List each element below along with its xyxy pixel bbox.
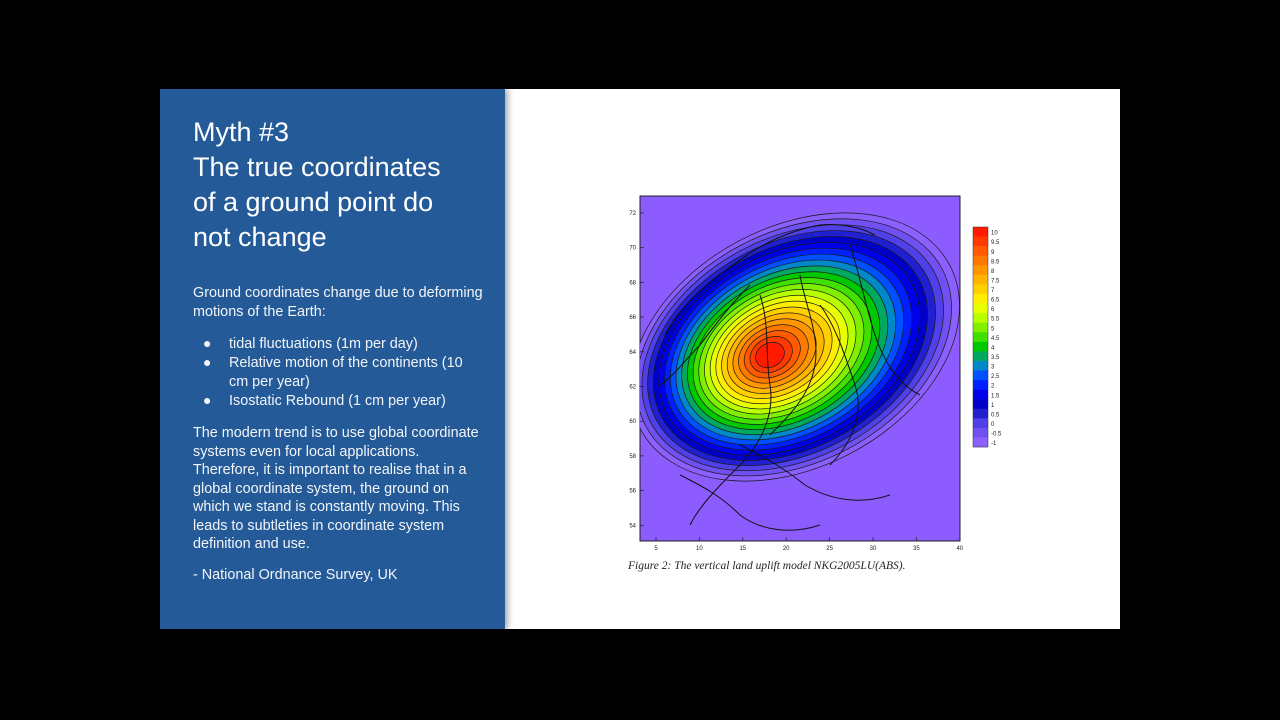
bullet-item: ● tidal fluctuations (1m per day) <box>193 335 483 354</box>
colorbar-swatch <box>973 227 988 237</box>
y-tick-label: 56 <box>629 489 636 495</box>
y-tick-label: 58 <box>629 454 636 460</box>
colorbar-label: 7.5 <box>991 278 1000 284</box>
bullet-icon: ● <box>203 335 212 351</box>
uplift-contours <box>640 212 960 482</box>
colorbar-label: 9 <box>991 250 995 256</box>
y-tick-label: 72 <box>629 211 636 217</box>
colorbar-label: 4.5 <box>991 336 1000 342</box>
colorbar-label: 7 <box>991 288 995 294</box>
colorbar-swatch <box>973 427 988 438</box>
colorbar-label: -0.5 <box>991 432 1002 438</box>
colorbar-label: 8.5 <box>991 259 1000 265</box>
colorbar-swatch <box>973 408 988 419</box>
contour-band <box>755 341 785 369</box>
y-tick-label: 66 <box>629 315 636 321</box>
y-tick-label: 70 <box>629 246 636 252</box>
colorbar-swatch <box>973 370 988 381</box>
colorbar-label: -1 <box>991 441 997 447</box>
colorbar-swatch <box>973 274 988 285</box>
colorbar-swatch <box>973 389 988 400</box>
y-tick-label: 62 <box>629 385 636 391</box>
colorbar-legend: 10 9.5 9 8.5 8 7.5 7 6.5 6 5.5 5 4.5 4 3.5 3 2.5 2 1.5 1 0.… <box>972 226 1002 448</box>
y-tick-label: 68 <box>629 280 636 286</box>
colorbar-label: 2 <box>991 384 995 390</box>
title-line: Myth #3 <box>193 117 290 147</box>
figure-caption: Figure 2: The vertical land uplift model… <box>628 560 906 572</box>
colorbar-label: 3 <box>991 365 995 371</box>
colorbar-label: 2.5 <box>991 374 1000 380</box>
colorbar-swatch <box>973 341 988 352</box>
colorbar-label: 6.5 <box>991 298 1000 304</box>
colorbar-swatch <box>973 246 988 256</box>
colorbar-label: 10 <box>991 231 998 237</box>
bullet-list: ● tidal fluctuations (1m per day) ● Relati… <box>193 335 483 410</box>
colorbar-swatch <box>973 332 988 343</box>
bullet-item: ● Relative motion of the continents (10 c… <box>193 354 483 391</box>
x-tick-label: 10 <box>696 546 703 552</box>
colorbar-swatch <box>973 313 988 323</box>
slide-body: Ground coordinates change due to deformi… <box>193 284 483 584</box>
colorbar-label: 5.5 <box>991 317 1000 323</box>
colorbar-frame <box>972 226 989 448</box>
x-tick-label: 20 <box>783 546 790 552</box>
source-credit: - National Ordnance Survey, UK <box>193 566 398 583</box>
colorbar-swatch <box>973 293 988 304</box>
colorbar-label: 4 <box>991 345 995 351</box>
slide-title: Myth #3 The true coordinates of a ground… <box>193 115 493 255</box>
colorbar-swatch <box>973 351 988 362</box>
x-tick-label: 35 <box>913 546 920 552</box>
colorbar-swatch <box>973 284 988 295</box>
colorbar-swatch <box>973 399 988 410</box>
title-line: of a ground point do <box>193 187 434 217</box>
colorbar-swatch <box>973 380 988 390</box>
colorbar-label: 0.5 <box>991 412 1000 418</box>
bullet-text: Relative motion of the continents (10 cm… <box>229 355 463 390</box>
colorbar-swatch <box>973 418 988 429</box>
colorbar-label: 6 <box>991 307 995 313</box>
x-tick-label: 40 <box>956 546 963 552</box>
y-tick-label: 54 <box>629 523 636 529</box>
title-line: not change <box>193 222 327 252</box>
y-tick-label: 64 <box>629 350 636 356</box>
bullet-text: tidal fluctuations (1m per day) <box>229 336 418 352</box>
colorbar-swatch <box>973 265 988 276</box>
colorbar-label: 3.5 <box>991 355 1000 361</box>
colorbar-swatch <box>973 255 988 266</box>
body-paragraph: The modern trend is to use global coordi… <box>193 425 479 552</box>
title-line: The true coordinates <box>193 152 441 182</box>
intro-text: Ground coordinates change due to deformi… <box>193 285 483 320</box>
x-tick-label: 30 <box>870 546 877 552</box>
colorbar-swatch <box>973 236 988 247</box>
colorbar-swatch <box>973 360 988 371</box>
colorbar-swatch <box>973 303 988 314</box>
colorbar-label: 8 <box>991 269 995 275</box>
slide: Myth #3 The true coordinates of a ground… <box>160 89 1120 629</box>
colorbar-swatch <box>973 437 988 448</box>
text-panel: Myth #3 The true coordinates of a ground… <box>160 89 505 629</box>
colorbar-label: 1.5 <box>991 393 1000 399</box>
colorbar-label: 0 <box>991 422 995 428</box>
y-tick-label: 60 <box>629 419 636 425</box>
x-tick-label: 5 <box>654 546 658 552</box>
bullet-text: Isostatic Rebound (1 cm per year) <box>229 392 446 409</box>
y-axis-labels: 72 70 68 66 64 62 60 58 56 54 <box>629 211 644 529</box>
colorbar-label: 1 <box>991 403 995 409</box>
colorbar-label: 9.5 <box>991 240 1000 246</box>
x-tick-label: 25 <box>826 546 833 552</box>
x-tick-label: 15 <box>739 546 746 552</box>
colorbar-label: 5 <box>991 326 995 332</box>
bullet-icon: ● <box>203 354 212 370</box>
x-axis-labels: 5 10 15 20 25 30 35 40 <box>654 537 964 552</box>
bullet-item: ● Isostatic Rebound (1 cm per year) <box>193 392 483 411</box>
bullet-icon: ● <box>203 391 212 408</box>
colorbar-swatch <box>973 322 988 333</box>
coastline-lines <box>659 224 921 531</box>
